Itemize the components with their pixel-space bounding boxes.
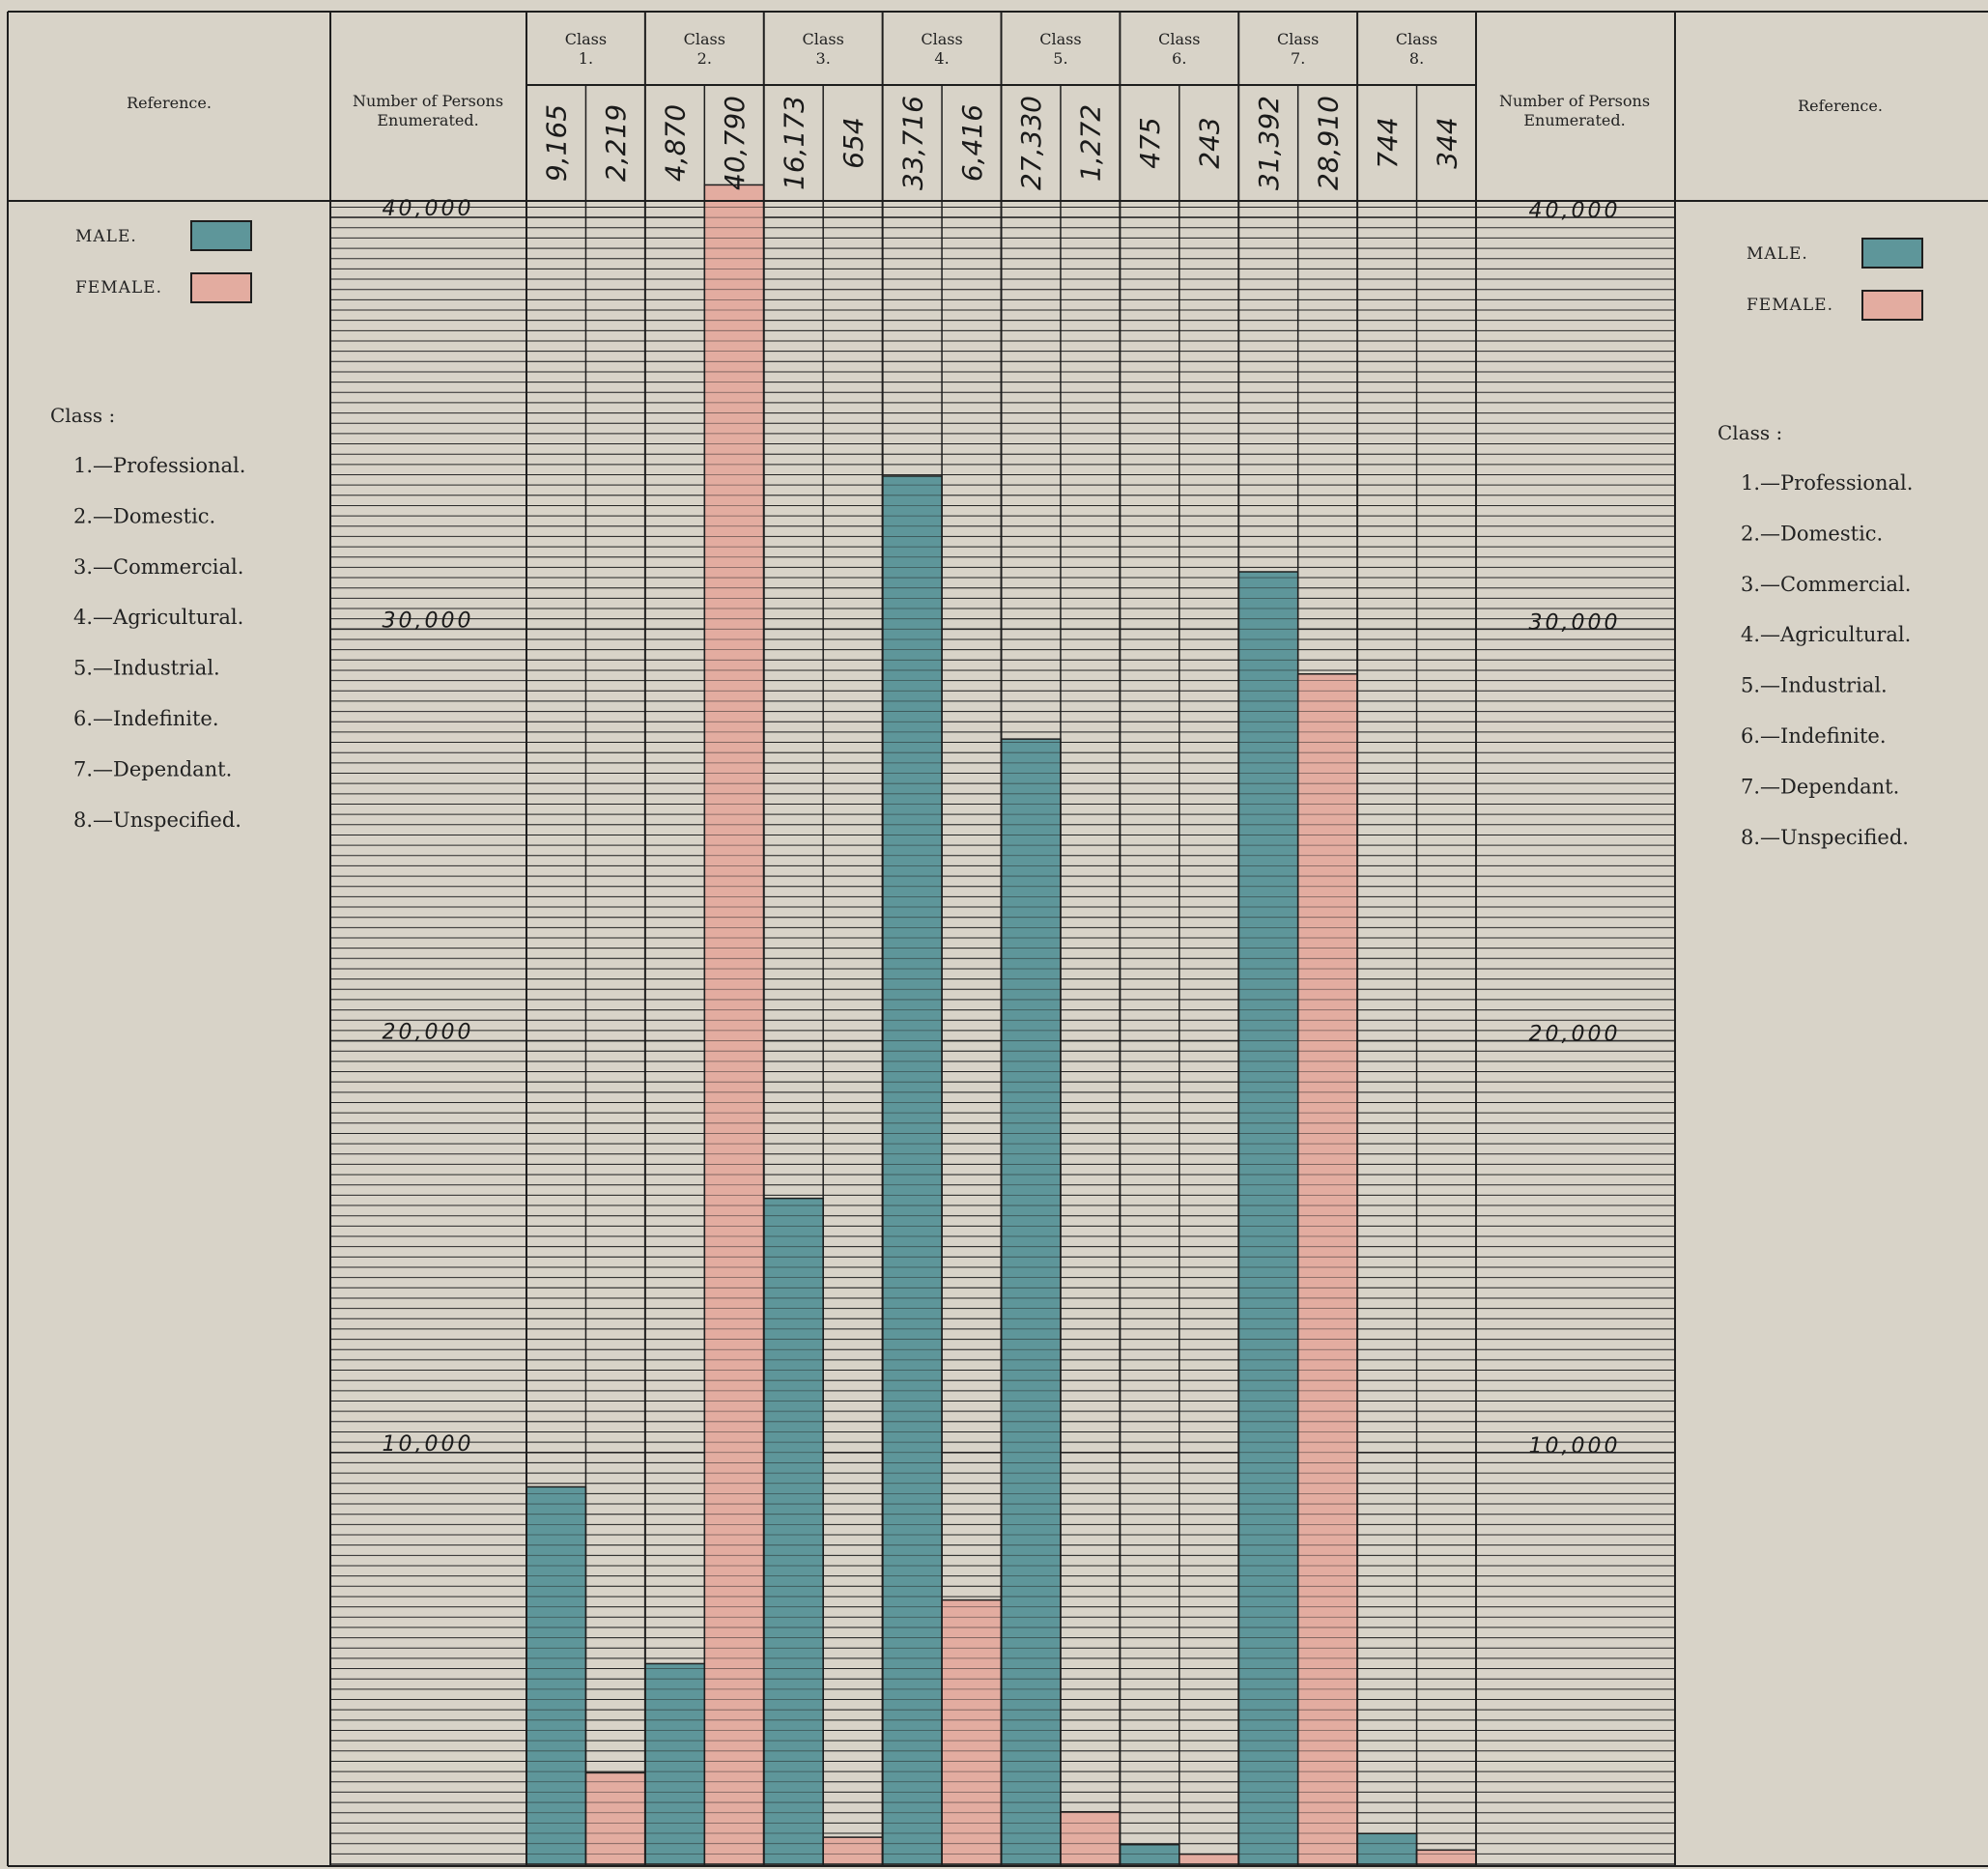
bars (525, 184, 1477, 1865)
y-tick-label-right: 40,000 (1529, 199, 1621, 223)
class-key-item-right: 6.—Indefinite. (1741, 724, 1887, 748)
female-bar (703, 184, 765, 1865)
class-number: 1. (579, 49, 593, 68)
class-key-item-right: 8.—Unspecified. (1741, 826, 1909, 849)
class-header: Class (565, 30, 607, 48)
male-value-label: 744 (1372, 117, 1404, 168)
class-key-item-left: 3.—Commercial. (73, 555, 243, 579)
class-key-item-right: 7.—Dependant. (1741, 775, 1899, 798)
class-header: Class (1396, 30, 1437, 48)
female-bar (822, 1836, 884, 1865)
persons-header-left-line2: Enumerated. (377, 111, 478, 129)
female-value-label: 40,790 (719, 96, 751, 190)
class-number: 5. (1053, 49, 1067, 68)
frame-lines (7, 11, 1988, 1867)
male-value-label: 27,330 (1015, 96, 1047, 190)
class-key-item-right: 5.—Industrial. (1741, 674, 1888, 697)
female-bar (941, 1599, 1003, 1865)
legend-male-label-right: MALE. (1747, 244, 1808, 264)
class-header: Class (684, 30, 725, 48)
reference-header-right: Reference. (1798, 97, 1883, 115)
class-key-item-left: 5.—Industrial. (73, 657, 220, 680)
class-key-item-left: 4.—Agricultural. (73, 606, 243, 629)
legend-female-swatch-right (1861, 290, 1923, 321)
class-key-item-right: 3.—Commercial. (1741, 573, 1911, 596)
male-value-label: 4,870 (660, 104, 692, 182)
y-tick-label-left: 20,000 (383, 1021, 474, 1045)
class-key-item-right: 1.—Professional. (1741, 471, 1913, 495)
legend-female-label-right: FEMALE. (1747, 296, 1833, 315)
y-tick-label-right: 30,000 (1529, 610, 1621, 635)
female-value-label: 243 (1194, 117, 1226, 168)
female-bar (1296, 673, 1358, 1865)
female-value-label: 1,272 (1075, 104, 1107, 182)
y-tick-label-right: 10,000 (1529, 1434, 1621, 1458)
legend-male-label-left: MALE. (75, 227, 137, 246)
female-value-label: 654 (838, 117, 869, 168)
class-number: 4. (934, 49, 949, 68)
persons-header-left-line1: Number of Persons (353, 92, 503, 110)
persons-header-right-line1: Number of Persons (1499, 92, 1650, 110)
male-bar (763, 1197, 824, 1865)
class-header: Class (1277, 30, 1319, 48)
class-header: Class (1039, 30, 1081, 48)
female-bar (1179, 1853, 1239, 1865)
female-value-label: 344 (1431, 117, 1463, 168)
y-tick-label-left: 30,000 (383, 609, 474, 633)
female-bar (584, 1771, 646, 1865)
y-tick-label-left: 40,000 (383, 197, 474, 221)
class-header: Class (803, 30, 844, 48)
class-key-title-right: Class : (1718, 421, 1782, 444)
male-bar (525, 1486, 587, 1865)
male-value-label: 31,392 (1253, 96, 1285, 190)
reference-header-left: Reference. (127, 94, 212, 112)
class-number: 3. (816, 49, 831, 68)
class-header: Class (921, 30, 962, 48)
female-value-label: 28,910 (1312, 96, 1344, 190)
male-bar (1000, 738, 1062, 1865)
male-bar (1356, 1832, 1418, 1865)
labels: Reference. Reference.Number of PersonsEnu… (50, 30, 1923, 1458)
class-key-item-left: 8.—Unspecified. (73, 808, 241, 832)
class-key-item-left: 1.—Professional. (73, 454, 245, 477)
class-header: Class (1158, 30, 1200, 48)
male-value-label: 9,165 (541, 104, 573, 182)
class-number: 7. (1291, 49, 1305, 68)
female-bar (1060, 1811, 1122, 1865)
class-number: 2. (697, 49, 712, 68)
legend-male-swatch-left (190, 220, 252, 251)
class-number: 8. (1409, 49, 1424, 68)
male-value-label: 475 (1134, 117, 1166, 168)
y-tick-label-right: 20,000 (1529, 1023, 1621, 1047)
class-key-item-right: 2.—Domestic. (1741, 522, 1883, 545)
persons-header-right-line2: Enumerated. (1523, 111, 1625, 129)
class-number: 6. (1172, 49, 1186, 68)
legend-female-swatch-left (190, 272, 252, 303)
class-key-title-left: Class : (50, 404, 115, 427)
female-bar (1415, 1849, 1477, 1865)
male-value-label: 16,173 (778, 96, 809, 190)
male-bar (881, 475, 943, 1865)
male-bar (1119, 1844, 1180, 1865)
class-key-item-left: 6.—Indefinite. (73, 707, 219, 730)
male-bar (644, 1662, 706, 1865)
male-bar (1237, 571, 1299, 1865)
female-value-label: 2,219 (600, 104, 632, 182)
male-value-label: 33,716 (896, 96, 928, 190)
legend-female-label-left: FEMALE. (75, 278, 162, 297)
female-value-label: 6,416 (956, 104, 988, 182)
class-key-item-right: 4.—Agricultural. (1741, 623, 1911, 646)
class-key-item-left: 2.—Domestic. (73, 504, 215, 527)
legend-male-swatch-right (1861, 238, 1923, 269)
class-key-item-left: 7.—Dependant. (73, 757, 232, 780)
y-tick-label-left: 10,000 (383, 1432, 474, 1457)
